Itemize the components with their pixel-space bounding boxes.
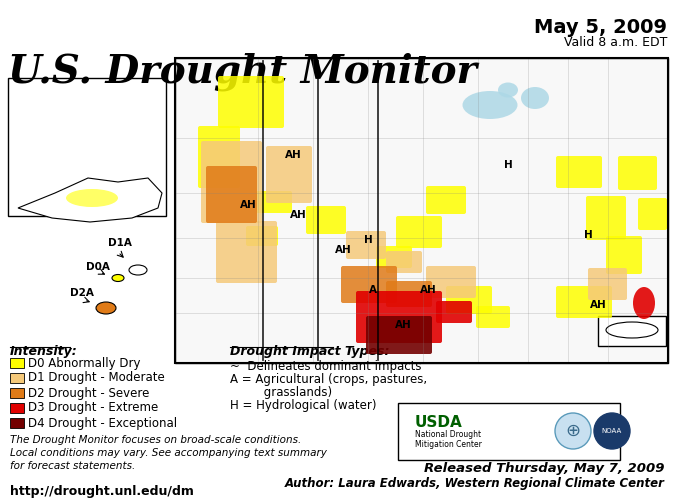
FancyBboxPatch shape bbox=[386, 251, 422, 273]
FancyBboxPatch shape bbox=[556, 286, 612, 318]
FancyBboxPatch shape bbox=[638, 198, 667, 230]
Text: H: H bbox=[364, 235, 373, 245]
Text: grasslands): grasslands) bbox=[230, 386, 332, 399]
Text: D3 Drought - Extreme: D3 Drought - Extreme bbox=[28, 401, 158, 414]
Text: H = Hydrological (water): H = Hydrological (water) bbox=[230, 399, 377, 412]
Text: AH: AH bbox=[285, 150, 301, 160]
FancyBboxPatch shape bbox=[476, 306, 510, 328]
Text: Author: Laura Edwards, Western Regional Climate Center: Author: Laura Edwards, Western Regional … bbox=[285, 477, 665, 490]
FancyBboxPatch shape bbox=[246, 226, 278, 246]
Text: AH: AH bbox=[240, 200, 256, 210]
Text: H: H bbox=[584, 230, 593, 240]
FancyBboxPatch shape bbox=[206, 166, 257, 223]
Ellipse shape bbox=[96, 302, 116, 314]
Text: http://drought.unl.edu/dm: http://drought.unl.edu/dm bbox=[10, 485, 194, 498]
Circle shape bbox=[555, 413, 591, 449]
FancyBboxPatch shape bbox=[10, 388, 24, 398]
Text: AH: AH bbox=[290, 210, 306, 220]
Ellipse shape bbox=[633, 287, 655, 319]
FancyBboxPatch shape bbox=[556, 156, 602, 188]
FancyBboxPatch shape bbox=[10, 418, 24, 428]
FancyBboxPatch shape bbox=[376, 246, 412, 268]
Text: D4 Drought - Exceptional: D4 Drought - Exceptional bbox=[28, 416, 177, 430]
Text: D0A: D0A bbox=[86, 262, 110, 272]
FancyBboxPatch shape bbox=[10, 373, 24, 383]
FancyBboxPatch shape bbox=[446, 286, 492, 314]
FancyBboxPatch shape bbox=[436, 301, 472, 323]
Text: U.S. Drought Monitor: U.S. Drought Monitor bbox=[8, 52, 477, 91]
FancyBboxPatch shape bbox=[356, 291, 442, 343]
Text: for forecast statements.: for forecast statements. bbox=[10, 461, 135, 471]
Text: Intensity:: Intensity: bbox=[10, 345, 78, 358]
FancyBboxPatch shape bbox=[198, 126, 240, 188]
FancyBboxPatch shape bbox=[366, 316, 432, 354]
Ellipse shape bbox=[606, 322, 658, 338]
Ellipse shape bbox=[498, 82, 518, 98]
Text: AH: AH bbox=[590, 300, 606, 310]
FancyBboxPatch shape bbox=[256, 191, 292, 213]
Circle shape bbox=[594, 413, 630, 449]
Text: AH: AH bbox=[335, 245, 352, 255]
Text: ⊕: ⊕ bbox=[566, 422, 580, 440]
Text: H: H bbox=[504, 160, 512, 170]
Text: USDA: USDA bbox=[415, 415, 463, 430]
Text: AH: AH bbox=[420, 285, 436, 295]
Text: D2A: D2A bbox=[70, 288, 94, 298]
Polygon shape bbox=[18, 178, 162, 222]
Text: D0 Abnormally Dry: D0 Abnormally Dry bbox=[28, 357, 140, 370]
FancyBboxPatch shape bbox=[8, 78, 166, 216]
FancyBboxPatch shape bbox=[386, 281, 432, 307]
Text: Released Thursday, May 7, 2009: Released Thursday, May 7, 2009 bbox=[425, 462, 665, 475]
Text: AH: AH bbox=[395, 320, 411, 330]
Text: D1 Drought - Moderate: D1 Drought - Moderate bbox=[28, 372, 165, 384]
Text: Valid 8 a.m. EDT: Valid 8 a.m. EDT bbox=[564, 36, 667, 49]
Text: Local conditions may vary. See accompanying text summary: Local conditions may vary. See accompany… bbox=[10, 448, 327, 458]
FancyBboxPatch shape bbox=[598, 316, 666, 346]
FancyBboxPatch shape bbox=[426, 186, 466, 214]
Ellipse shape bbox=[521, 87, 549, 109]
FancyBboxPatch shape bbox=[618, 156, 657, 190]
FancyBboxPatch shape bbox=[10, 358, 24, 368]
FancyBboxPatch shape bbox=[266, 146, 312, 203]
Ellipse shape bbox=[129, 265, 147, 275]
FancyBboxPatch shape bbox=[588, 268, 627, 300]
Text: Drought Impact Types:: Drought Impact Types: bbox=[230, 345, 389, 358]
FancyBboxPatch shape bbox=[396, 216, 442, 248]
Text: D1A: D1A bbox=[108, 238, 132, 248]
Ellipse shape bbox=[462, 91, 518, 119]
FancyBboxPatch shape bbox=[341, 266, 397, 303]
Text: National Drought
Mitigation Center: National Drought Mitigation Center bbox=[415, 430, 482, 449]
FancyBboxPatch shape bbox=[306, 206, 346, 234]
FancyBboxPatch shape bbox=[218, 76, 284, 128]
Text: A = Agricultural (crops, pastures,: A = Agricultural (crops, pastures, bbox=[230, 373, 427, 386]
Text: A: A bbox=[369, 285, 377, 295]
Text: May 5, 2009: May 5, 2009 bbox=[534, 18, 667, 37]
FancyBboxPatch shape bbox=[426, 266, 476, 298]
FancyBboxPatch shape bbox=[216, 221, 277, 283]
Ellipse shape bbox=[66, 189, 118, 207]
FancyBboxPatch shape bbox=[586, 196, 626, 240]
FancyBboxPatch shape bbox=[201, 141, 262, 223]
FancyBboxPatch shape bbox=[346, 231, 386, 259]
Text: The Drought Monitor focuses on broad-scale conditions.: The Drought Monitor focuses on broad-sca… bbox=[10, 435, 301, 445]
FancyBboxPatch shape bbox=[398, 403, 620, 460]
Text: ~  Delineates dominant impacts: ~ Delineates dominant impacts bbox=[230, 360, 421, 373]
Ellipse shape bbox=[112, 275, 124, 282]
FancyBboxPatch shape bbox=[175, 58, 668, 363]
Text: NOAA: NOAA bbox=[602, 428, 622, 434]
Text: D2 Drought - Severe: D2 Drought - Severe bbox=[28, 386, 149, 399]
FancyBboxPatch shape bbox=[10, 403, 24, 413]
FancyBboxPatch shape bbox=[606, 236, 642, 274]
